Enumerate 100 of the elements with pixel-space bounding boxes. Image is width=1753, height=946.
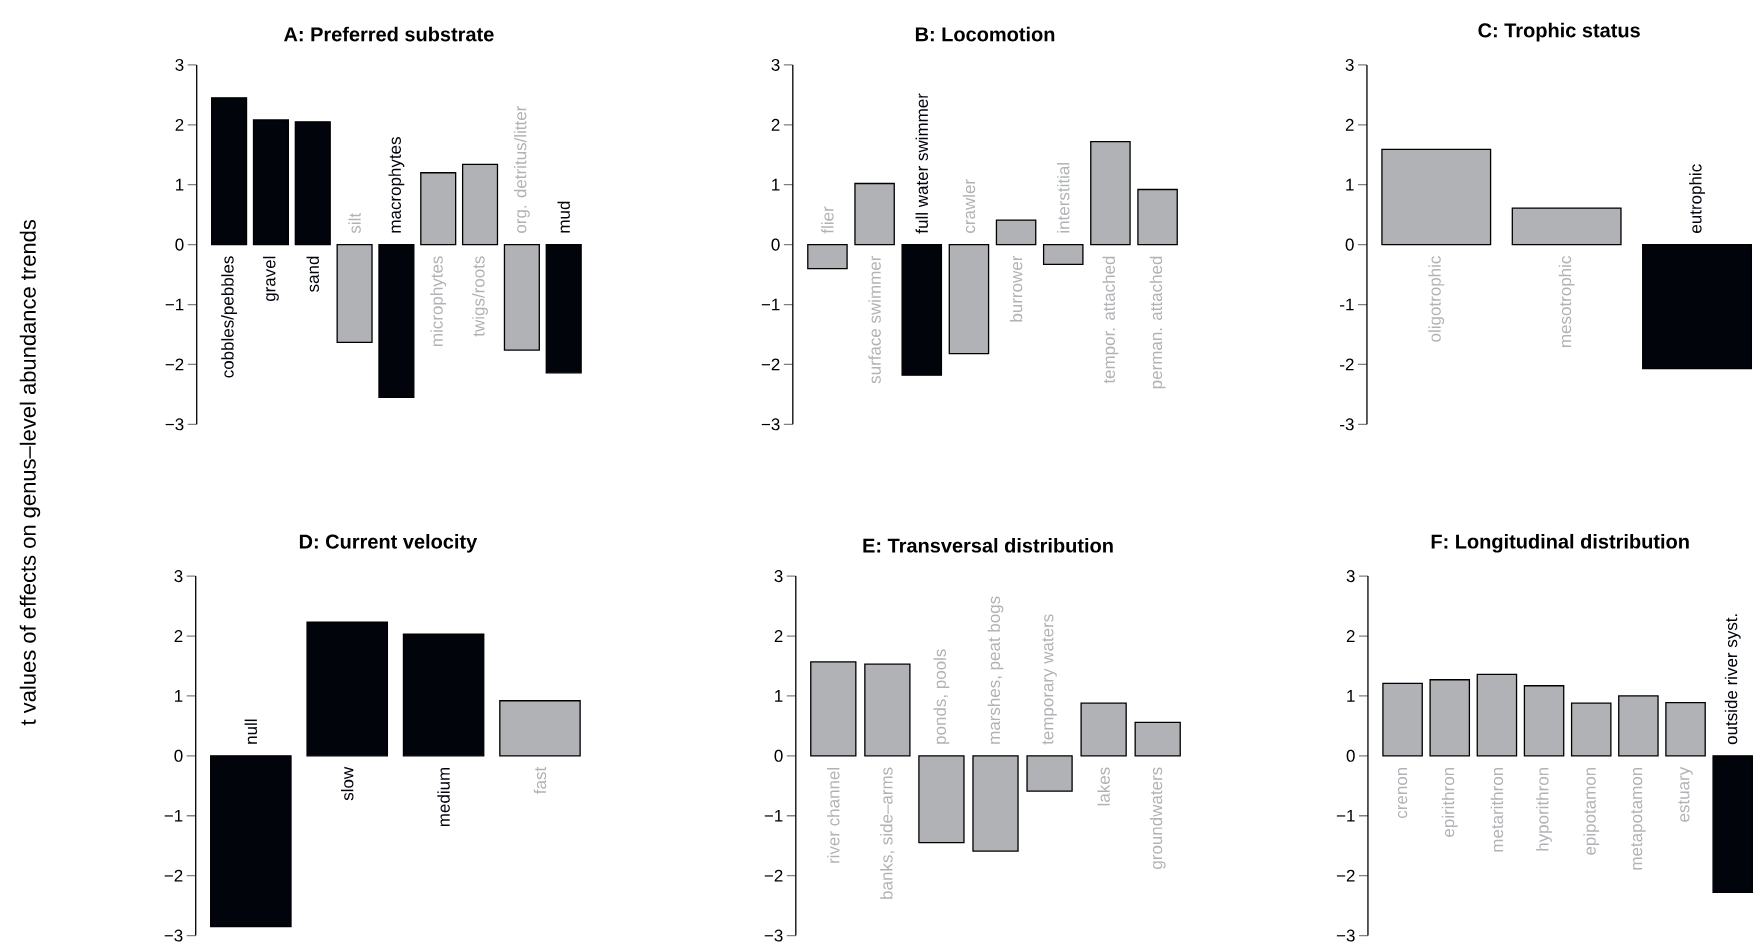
- bar: [503, 244, 540, 351]
- y-tick-label: 3: [1346, 570, 1355, 583]
- y-tick-label: 1: [176, 179, 184, 191]
- y-tick-label: −3: [761, 418, 780, 431]
- x-tick-label: lakes: [1097, 767, 1110, 806]
- y-tick-label: −1: [1336, 810, 1355, 822]
- x-tick-label: tempor. attached: [1102, 256, 1119, 384]
- x-tick-label: silt: [348, 213, 361, 234]
- y-tick-label: 1: [1346, 179, 1354, 191]
- bar: [378, 244, 415, 399]
- x-tick-label: twigs/roots: [472, 256, 488, 337]
- y-tick-label: 1: [772, 179, 780, 191]
- bar: [972, 755, 1019, 852]
- y-tick-label: 0: [1346, 750, 1355, 763]
- x-tick-label: fast: [533, 767, 547, 795]
- y-tick-label: 0: [1345, 238, 1354, 251]
- bar: [402, 633, 485, 757]
- y-tick-label: 2: [1345, 119, 1354, 131]
- x-tick-label: gravel: [263, 256, 279, 302]
- y-tick-label: 3: [175, 59, 184, 72]
- x-tick-label: macrophytes: [388, 137, 405, 233]
- bar: [1476, 673, 1518, 757]
- y-tick-label: 3: [774, 570, 783, 583]
- y-tick-label: 1: [175, 690, 183, 702]
- y-tick-label: -1: [1340, 298, 1354, 311]
- y-tick-label: −1: [764, 810, 783, 822]
- y-tick-label: −1: [761, 298, 780, 311]
- chart-title: C: Trophic status: [1478, 23, 1640, 42]
- x-tick-label: org. detritus/litter: [513, 106, 530, 234]
- x-tick-label: interstitial: [1057, 163, 1070, 233]
- bar: [948, 244, 990, 355]
- y-tick-label: −2: [164, 869, 183, 882]
- x-tick-label: banks, side–arms: [880, 767, 895, 899]
- x-tick-label: perman. attached: [1149, 256, 1166, 389]
- bar: [1511, 207, 1622, 246]
- bar: [1080, 702, 1127, 757]
- y-tick-label: -3: [1340, 418, 1354, 431]
- bar: [1042, 244, 1084, 266]
- y-tick-label: −3: [764, 929, 783, 942]
- bar: [545, 244, 582, 374]
- y-tick-label: −3: [1336, 929, 1355, 942]
- y-tick-label: −2: [764, 869, 783, 882]
- y-tick-label: 2: [771, 119, 780, 131]
- chart-title: E: Transversal distribution: [863, 538, 1113, 553]
- y-tick-label: 0: [175, 238, 184, 251]
- x-tick-label: temporary waters: [1042, 614, 1057, 745]
- bar: [1618, 695, 1659, 757]
- bar: [336, 244, 373, 344]
- bar: [294, 121, 331, 246]
- y-tick-label: 2: [174, 630, 183, 643]
- x-tick-label: oligotrophic: [1428, 256, 1445, 342]
- y-tick-label: −2: [165, 358, 184, 371]
- y-tick-label: −2: [761, 358, 780, 371]
- bar: [210, 755, 292, 928]
- bar: [1523, 685, 1565, 757]
- x-tick-label: epirithron: [1441, 768, 1458, 838]
- chart-title: F: Longitudinal distribution: [1431, 534, 1689, 553]
- bar: [1665, 702, 1706, 757]
- bar: [306, 621, 389, 757]
- bar: [995, 219, 1037, 246]
- x-tick-label: epipotamon: [1583, 768, 1600, 856]
- bar: [918, 755, 965, 844]
- bar: [864, 663, 911, 757]
- x-tick-label: groundwaters: [1149, 767, 1166, 870]
- bar: [211, 97, 248, 246]
- y-tick-label: 0: [174, 750, 183, 763]
- y-tick-label: 1: [1347, 690, 1355, 702]
- y-tick-label: −3: [164, 929, 183, 942]
- y-tick-label: 3: [771, 59, 780, 72]
- y-tick-label: 2: [1346, 630, 1355, 643]
- x-tick-label: estuary: [1678, 767, 1693, 822]
- bar: [807, 244, 848, 270]
- x-tick-label: surface swimmer: [868, 256, 881, 384]
- x-tick-label: outside river syst.: [1724, 614, 1741, 745]
- x-tick-label: microphytes: [430, 256, 447, 347]
- x-tick-label: marshes, peat bogs: [987, 596, 1004, 744]
- x-tick-label: flier: [821, 206, 834, 234]
- bar: [901, 244, 943, 377]
- bar: [1429, 679, 1471, 757]
- x-tick-label: burrower: [1009, 256, 1023, 322]
- x-tick-label: sand: [306, 256, 319, 293]
- x-tick-label: river channel: [827, 768, 840, 864]
- bar: [854, 183, 895, 246]
- y-tick-label: 0: [774, 750, 783, 763]
- bar: [810, 661, 857, 757]
- bar: [1570, 702, 1612, 757]
- y-tick-label: −1: [165, 298, 184, 311]
- bar: [1090, 141, 1131, 246]
- bar: [252, 119, 290, 246]
- x-tick-label: slow: [341, 767, 354, 801]
- bar: [499, 700, 581, 757]
- x-tick-label: cobbles/pebbles: [221, 256, 238, 378]
- y-tick-label: 1: [775, 690, 783, 702]
- x-tick-label: eutrophic: [1689, 164, 1705, 234]
- x-tick-label: ponds, pools: [933, 649, 950, 744]
- y-tick-label: 3: [174, 570, 183, 583]
- x-tick-label: hyporithron: [1536, 768, 1552, 851]
- chart-title: B: Locomotion: [915, 26, 1055, 42]
- x-tick-label: crawler: [962, 179, 976, 234]
- y-tick-label: 2: [175, 119, 184, 131]
